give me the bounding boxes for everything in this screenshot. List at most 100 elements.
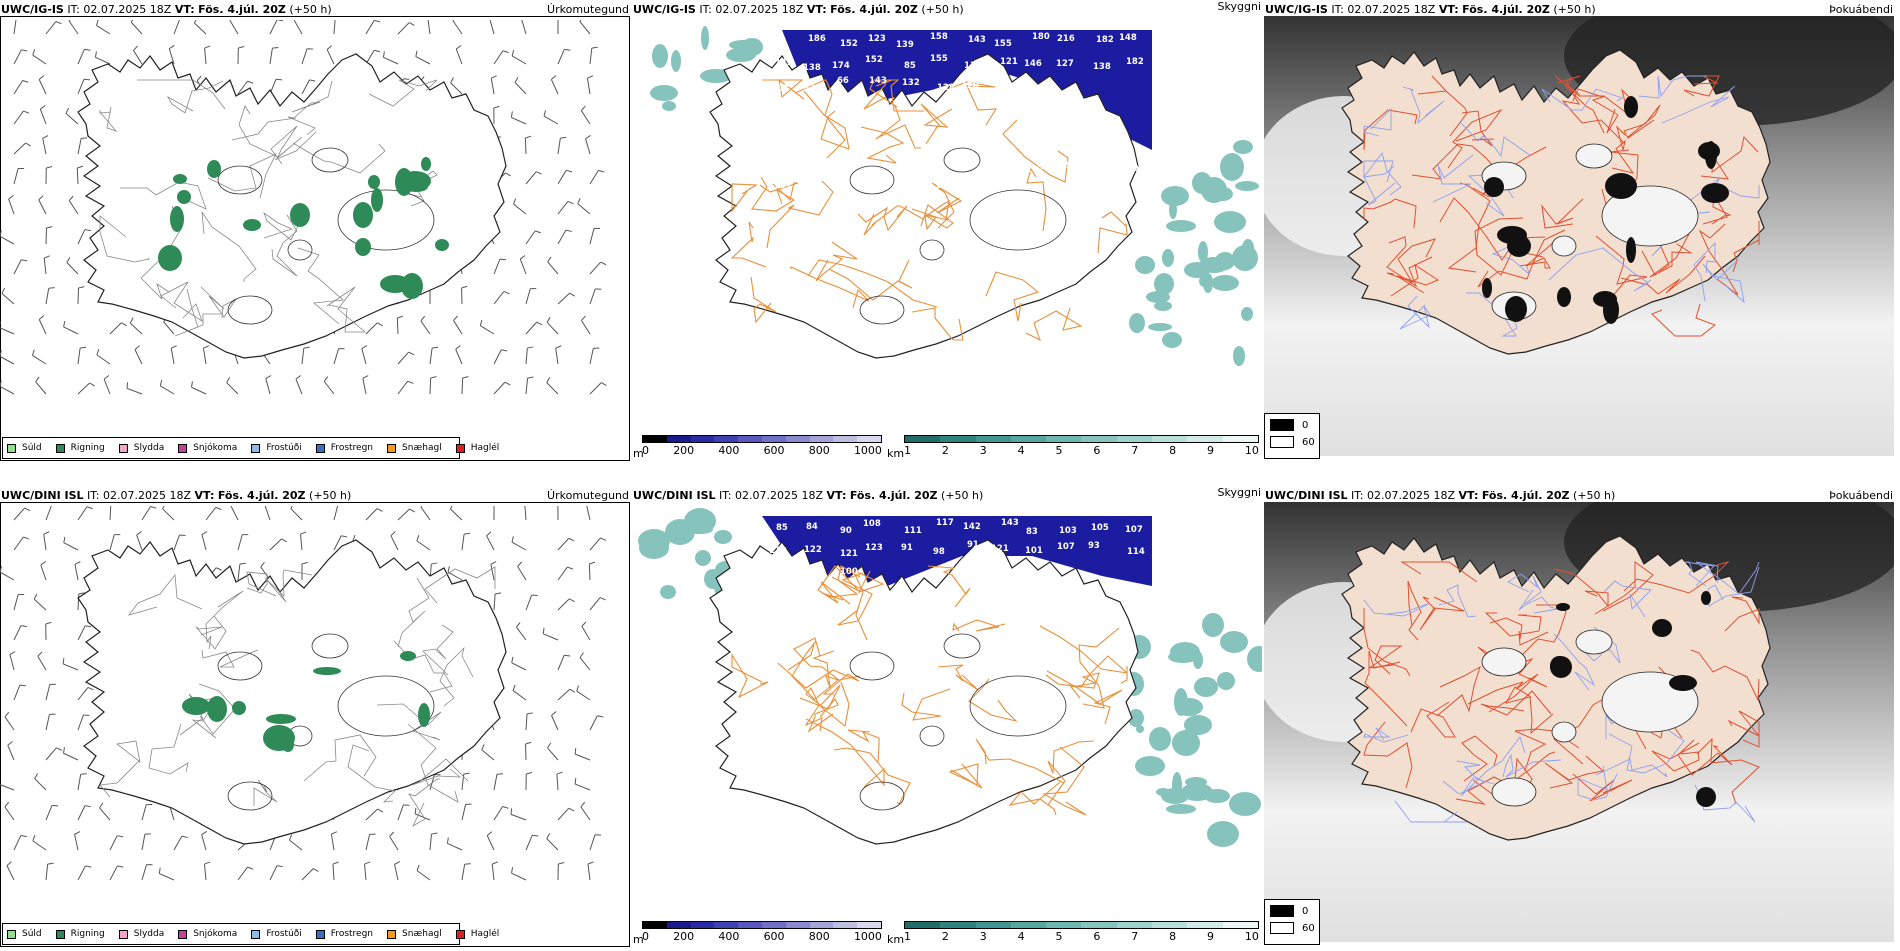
wind-barb — [95, 57, 110, 64]
wind-barb — [75, 564, 78, 580]
wind-barb-feather — [44, 256, 50, 258]
wind-barb — [14, 20, 16, 34]
wind-barb — [451, 83, 462, 94]
legend-swatch — [456, 930, 465, 939]
wind-barb — [513, 691, 526, 700]
cloudbase-label: 142 — [963, 522, 981, 532]
wind-barb-feather — [56, 21, 62, 23]
wind-barb — [78, 348, 80, 364]
cloudbase-label: 128 — [937, 83, 955, 93]
wind-barb — [302, 80, 310, 94]
lead-time: (+50 h) — [309, 489, 351, 502]
wind-barb-feather — [515, 77, 518, 82]
wind-barb — [66, 113, 78, 124]
wind-barb-feather — [364, 862, 370, 864]
wind-barb-feather — [216, 507, 222, 509]
legend-item: Súld — [7, 929, 42, 939]
legend-swatch — [56, 930, 65, 939]
wind-barb — [164, 322, 174, 334]
colorbar-tick: 10 — [1245, 930, 1259, 943]
wind-barb — [160, 386, 174, 394]
visibility-unit: km — [887, 447, 904, 460]
colorbar-swatch — [1187, 436, 1222, 442]
cloudbase-label: 99 — [804, 178, 816, 188]
cloudbase-label: 92 — [803, 83, 815, 93]
data-area — [660, 585, 676, 599]
data-area — [1669, 675, 1697, 691]
wind-barb — [78, 507, 87, 520]
data-area — [1135, 756, 1165, 776]
wind-barb — [205, 48, 206, 64]
data-area — [1148, 323, 1172, 331]
wind-barb — [63, 664, 78, 670]
wind-barb-feather — [63, 658, 64, 664]
wind-barb — [512, 542, 526, 550]
colorbar-swatch — [905, 436, 940, 442]
data-area — [170, 206, 184, 232]
wind-barb — [36, 382, 46, 394]
wind-barb — [558, 689, 570, 700]
wind-barb-feather — [580, 20, 583, 22]
wind-barb — [558, 49, 564, 64]
vt-label: VT: — [195, 489, 215, 502]
wind-barb — [14, 111, 23, 124]
colorbar-tick: 6 — [1093, 444, 1100, 457]
it-label: IT: — [87, 489, 99, 502]
legend-swatch — [7, 930, 16, 939]
cloudbase-label: 122 — [804, 545, 822, 555]
data-area — [1505, 296, 1527, 322]
fog-legend-swatch — [1270, 436, 1294, 448]
legend-label: Snæhagl — [402, 443, 442, 453]
data-area — [368, 175, 380, 189]
cloudbase-label: 85 — [776, 523, 788, 533]
cloudbase-label: 155 — [930, 54, 948, 64]
wind-barb-feather — [586, 135, 591, 138]
wind-barb — [289, 840, 302, 850]
wind-barb-feather — [33, 49, 35, 55]
wind-barb-feather — [578, 198, 580, 203]
wind-barb — [78, 594, 79, 610]
wind-barb — [270, 48, 272, 64]
colorbar-tick: 8 — [1169, 444, 1176, 457]
wind-barb-feather — [421, 506, 425, 507]
wind-barb-feather — [363, 376, 368, 379]
wind-barb — [203, 348, 206, 364]
legend-item: Slydda — [119, 443, 164, 453]
vt-value: Fös. 4.júl. 20Z — [218, 489, 306, 502]
wind-barb — [10, 655, 14, 670]
colorbar-tick: 9 — [1207, 930, 1214, 943]
wind-barb-feather — [587, 76, 592, 78]
fog-legend-label: 60 — [1302, 923, 1315, 934]
cloudbase-label: 99 — [1060, 161, 1072, 171]
cloudbase-label: 143 — [968, 35, 986, 45]
wind-barb-feather — [276, 79, 282, 80]
wind-barb-feather — [39, 196, 43, 200]
legend-label: Frostregn — [331, 443, 373, 453]
cloudbase-label: 152 — [865, 55, 883, 65]
cloudbase-label: 93 — [1088, 541, 1100, 551]
wind-barb — [97, 355, 110, 364]
wind-barb — [14, 81, 23, 94]
wind-barb — [142, 834, 145, 850]
wind-barb — [333, 864, 334, 880]
wind-barb — [238, 564, 240, 580]
wind-barb — [137, 535, 142, 550]
wind-barb-feather — [333, 862, 339, 864]
wind-barb — [204, 864, 206, 880]
wind-barb — [512, 56, 526, 64]
wind-barb — [174, 20, 180, 34]
colorbar-tick: 200 — [673, 930, 694, 943]
fog-legend-swatch — [1270, 905, 1294, 917]
wind-barb — [142, 865, 147, 880]
legend-label: Slydda — [134, 929, 164, 939]
wind-barb-feather — [568, 201, 574, 203]
wind-barb-feather — [409, 352, 414, 355]
wind-barb — [391, 536, 398, 550]
cloudbase-label: 107 — [1125, 525, 1143, 535]
wind-barb — [511, 814, 526, 820]
wind-barb-feather — [569, 599, 574, 602]
wind-barb-feather — [135, 346, 139, 350]
